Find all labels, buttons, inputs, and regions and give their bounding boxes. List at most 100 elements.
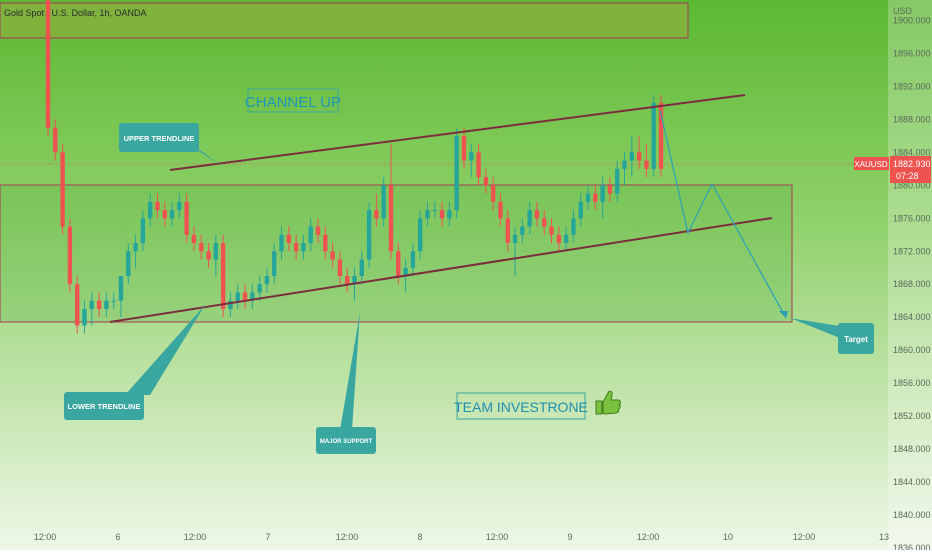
candle <box>490 177 496 211</box>
candle-body <box>461 135 467 161</box>
ticker-tag <box>854 157 889 170</box>
candle-body <box>469 152 474 161</box>
candle <box>279 226 284 260</box>
price-tick-label: 1840.000 <box>893 510 931 520</box>
candle <box>323 226 328 260</box>
candle <box>644 144 649 178</box>
candle-body <box>527 210 532 227</box>
candle-body <box>498 201 503 219</box>
candle-body <box>75 284 80 326</box>
candle-body <box>250 292 255 301</box>
time-tick-label: 8 <box>417 532 422 542</box>
candle-body <box>67 226 73 285</box>
candle <box>629 135 634 178</box>
target-pointer <box>790 318 845 340</box>
lower-trendline[interactable] <box>109 217 773 323</box>
major-support-label: MAJOR SUPPORT <box>320 439 373 445</box>
time-tick-label: 13 <box>879 532 889 542</box>
candle <box>118 276 124 318</box>
candle <box>162 201 167 227</box>
candle <box>177 193 182 219</box>
candle <box>381 177 386 227</box>
candle-body <box>286 234 292 244</box>
time-axis-ticks: 12:00 6 12:00 7 12:00 8 12:00 9 12:00 10 12:00 13 <box>34 532 889 542</box>
candle-body <box>228 300 233 309</box>
symbol-title: Gold Spot / U.S. Dollar, 1h, OANDA <box>4 8 147 18</box>
candle-body <box>184 201 189 235</box>
ticker-label: XAUUSD <box>854 160 888 169</box>
candle <box>366 201 372 268</box>
time-tick-label: 10 <box>723 532 733 542</box>
candle-body <box>162 210 167 219</box>
candle-body <box>600 185 605 202</box>
candle <box>425 201 430 227</box>
lower-trendline-callout[interactable] <box>64 392 144 420</box>
price-tick-label: 1884.000 <box>893 147 931 157</box>
last-price-countdown: 07:28 <box>896 171 919 181</box>
projection-arrowhead <box>779 311 788 318</box>
time-tick-label: 12:00 <box>184 532 207 542</box>
upper-trendline-callout[interactable] <box>119 123 199 152</box>
price-tick-label: 1876.000 <box>893 213 931 223</box>
candle <box>636 135 642 169</box>
upper-trendline[interactable] <box>169 94 746 171</box>
time-tick-label: 12:00 <box>637 532 660 542</box>
candle-body <box>191 234 197 244</box>
candle-body <box>651 102 656 169</box>
candle <box>75 276 80 334</box>
candle <box>585 185 591 211</box>
target-callout[interactable] <box>838 323 874 354</box>
candle-body <box>308 226 313 244</box>
candle-body <box>505 218 510 244</box>
candle-body <box>571 218 576 235</box>
candle-body <box>352 276 357 285</box>
candle <box>658 94 664 178</box>
candle-body <box>549 226 554 235</box>
candle-body <box>345 276 350 285</box>
candle-body <box>556 234 562 244</box>
price-tick-label: 1880.000 <box>893 180 931 190</box>
candle <box>593 185 598 211</box>
price-tick-label: 1860.000 <box>893 345 931 355</box>
candle <box>264 267 270 293</box>
candle <box>96 292 102 318</box>
last-price-value: 1882.930 <box>893 159 931 169</box>
candle <box>615 160 620 202</box>
candle-body <box>447 210 452 219</box>
candle <box>432 201 437 219</box>
candle <box>578 193 583 227</box>
candle-body <box>585 193 591 202</box>
candle <box>454 127 459 219</box>
price-tick-label: 1888.000 <box>893 114 931 124</box>
price-tick-label: 1872.000 <box>893 246 931 256</box>
major-support-callout[interactable] <box>316 427 376 454</box>
price-tick-label: 1892.000 <box>893 81 931 91</box>
candle-body <box>520 226 525 235</box>
candle-body <box>658 102 664 169</box>
candle <box>147 193 153 227</box>
candle <box>184 193 189 244</box>
candle <box>301 234 306 260</box>
candle-body <box>512 234 518 244</box>
candle-body <box>199 243 204 252</box>
channel-title: CHANNEL UP <box>245 94 341 111</box>
candle-body <box>206 251 211 260</box>
range-box <box>0 184 793 323</box>
candle-body <box>242 292 248 301</box>
candle <box>345 267 350 293</box>
candle-body <box>476 152 481 178</box>
candle <box>250 284 255 309</box>
candle-body <box>410 251 416 268</box>
candle <box>549 218 554 244</box>
channel-title-box <box>247 88 339 113</box>
candle <box>527 201 532 235</box>
candle-body <box>578 201 583 219</box>
candle <box>53 119 58 161</box>
brand-label: TEAM INVESTRONE <box>454 399 588 415</box>
candle <box>388 144 394 260</box>
candle-body <box>293 243 299 252</box>
candle-body <box>330 251 335 260</box>
